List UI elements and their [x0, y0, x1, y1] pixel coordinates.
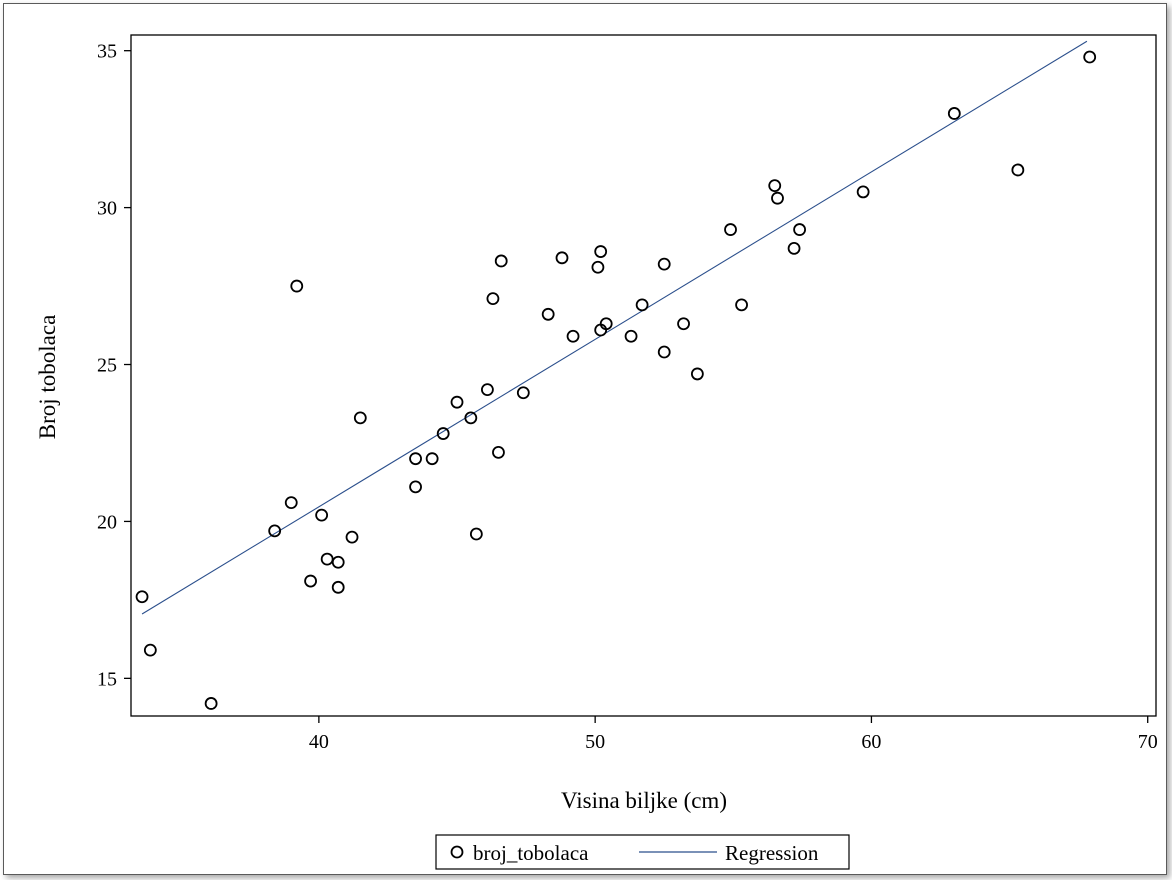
- data-point: [516, 386, 530, 400]
- x-ticks: 40 50 60 70: [309, 716, 1158, 753]
- y-tick-label: 35: [97, 41, 117, 63]
- plot-area-border: [130, 34, 1157, 717]
- x-tick-label: 70: [1138, 731, 1158, 753]
- data-point: [284, 496, 298, 509]
- data-point: [345, 530, 359, 544]
- data-point: [436, 427, 450, 440]
- data-point: [1011, 163, 1025, 177]
- data-point: [657, 345, 671, 359]
- data-point: [143, 643, 157, 657]
- y-axis-title: Broj tobolaca: [35, 315, 60, 440]
- x-axis-title: Visina biljke (cm): [561, 788, 727, 813]
- data-point: [268, 524, 282, 538]
- data-points: [135, 50, 1097, 710]
- data-point: [787, 242, 801, 255]
- data-point: [657, 257, 671, 271]
- regression-line: [141, 40, 1088, 615]
- data-point: [677, 317, 690, 331]
- data-point: [635, 298, 649, 312]
- x-tick-label: 60: [861, 731, 881, 753]
- data-point: [469, 527, 483, 541]
- data-point: [492, 445, 505, 459]
- data-point: [135, 590, 149, 604]
- y-tick-label: 15: [97, 668, 117, 690]
- data-point: [724, 223, 737, 236]
- data-point: [735, 298, 748, 312]
- data-point: [690, 367, 704, 381]
- axes: [130, 34, 1157, 717]
- data-point: [331, 580, 345, 594]
- data-point: [204, 697, 218, 710]
- data-point: [425, 452, 439, 466]
- data-point: [464, 411, 478, 425]
- data-point: [481, 383, 494, 397]
- data-point: [450, 395, 464, 409]
- data-point: [320, 552, 334, 566]
- data-point: [315, 508, 329, 522]
- data-point: [947, 107, 961, 120]
- data-point: [771, 191, 784, 205]
- legend: broj_tobolaca Regression: [435, 834, 850, 870]
- data-point: [541, 307, 555, 321]
- data-point: [409, 452, 422, 466]
- data-point: [304, 574, 317, 588]
- y-tick-label: 30: [97, 198, 117, 220]
- data-point: [409, 480, 422, 494]
- data-point: [331, 555, 345, 569]
- legend-label-points: broj_tobolaca: [473, 841, 589, 865]
- x-tick-label: 40: [309, 731, 329, 753]
- data-point: [486, 292, 500, 306]
- legend-label-regression: Regression: [725, 841, 819, 865]
- data-point: [555, 251, 569, 265]
- y-tick-label: 20: [97, 511, 117, 533]
- y-ticks: 15 20 25 30 35: [97, 41, 131, 690]
- data-point: [353, 411, 367, 425]
- data-point: [594, 245, 608, 258]
- data-point: [793, 223, 806, 236]
- regression-line-group: [141, 40, 1088, 615]
- chart-frame: 40 50 60 70 15 20 25 30 35 Visina biljke (cm) B…: [3, 3, 1167, 875]
- scatter-chart: 40 50 60 70 15 20 25 30 35 Visina biljke (cm) B…: [35, 34, 1158, 870]
- data-point: [566, 329, 580, 343]
- data-point: [494, 254, 508, 268]
- data-point: [624, 329, 638, 343]
- data-point: [591, 260, 605, 274]
- data-point: [290, 279, 304, 293]
- data-point: [768, 179, 782, 193]
- data-point: [599, 317, 613, 331]
- data-point: [856, 185, 870, 199]
- y-tick-label: 25: [97, 355, 117, 377]
- legend-marker-icon: [450, 845, 464, 859]
- x-tick-label: 50: [585, 731, 605, 753]
- data-point: [1083, 50, 1097, 64]
